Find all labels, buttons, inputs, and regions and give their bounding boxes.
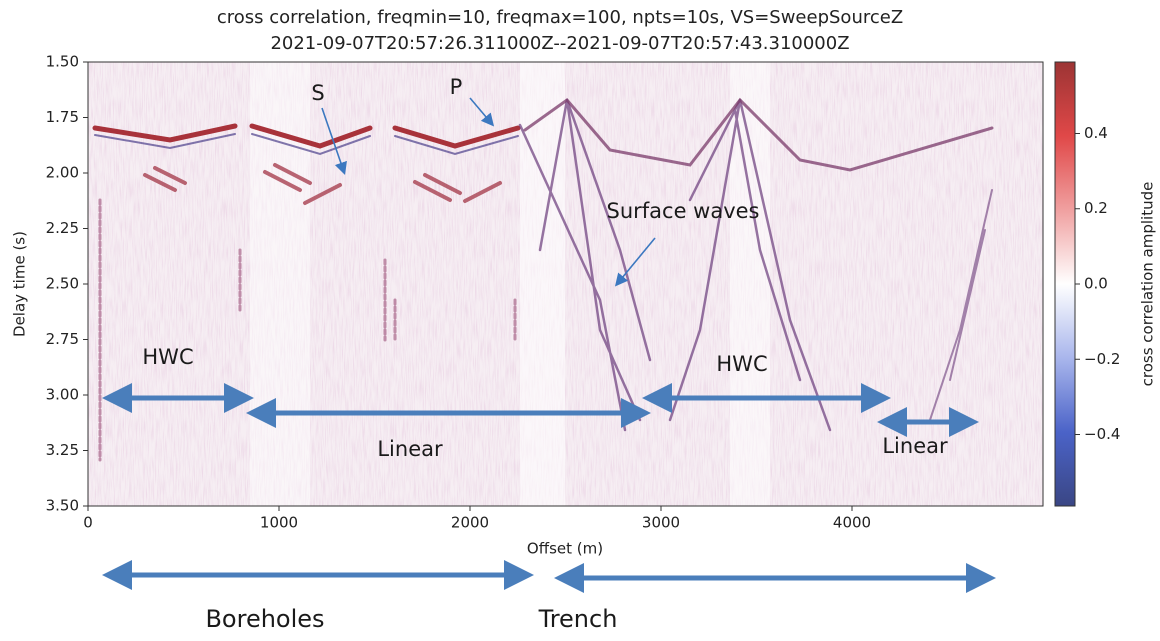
y-tick-label: 2.25	[46, 219, 79, 237]
y-tick-label: 1.50	[46, 53, 79, 71]
annotation-arrows	[102, 97, 996, 593]
x-tick-label: 1000	[260, 514, 298, 532]
y-tick-label: 2.75	[46, 330, 79, 348]
colorbar-label: cross correlation amplitude	[1139, 182, 1157, 387]
annotation: Surface waves	[606, 199, 759, 223]
x-tick-label: 2000	[451, 514, 489, 532]
colorbar-tick-label: −0.4	[1084, 425, 1120, 443]
colorbar	[1054, 61, 1076, 507]
x-tick-label: 4000	[833, 514, 871, 532]
colorbar-tick-label: 0.2	[1084, 199, 1108, 217]
annotation: S	[311, 81, 324, 105]
annotation: HWC	[142, 345, 193, 369]
annotation: P	[450, 75, 463, 99]
y-tick-label: 2.50	[46, 275, 79, 293]
x-tick-label: 3000	[642, 514, 680, 532]
colorbar-tick-label: 0.4	[1084, 124, 1108, 142]
annotation: Boreholes	[205, 605, 324, 633]
x-tick-label: 0	[83, 514, 93, 532]
chart-title: cross correlation, freqmin=10, freqmax=1…	[217, 7, 903, 28]
annotation: Trench	[538, 605, 618, 633]
annotation: HWC	[716, 352, 767, 376]
colorbar-tick-label: 0.0	[1084, 275, 1108, 293]
y-tick-label: 3.50	[46, 497, 79, 515]
x-axis-label: Offset (m)	[527, 540, 603, 558]
annotation: Linear	[377, 437, 443, 461]
colorbar-tick-label: −0.2	[1084, 350, 1120, 368]
y-axis-label: Delay time (s)	[11, 231, 29, 337]
annotation: Linear	[882, 434, 948, 458]
y-tick-label: 3.00	[46, 386, 79, 404]
y-tick-label: 1.75	[46, 108, 79, 126]
chart-subtitle: 2021-09-07T20:57:26.311000Z--2021-09-07T…	[270, 33, 849, 54]
heatmap-image	[88, 62, 1043, 506]
y-tick-label: 2.00	[46, 164, 79, 182]
y-tick-label: 3.25	[46, 441, 79, 459]
